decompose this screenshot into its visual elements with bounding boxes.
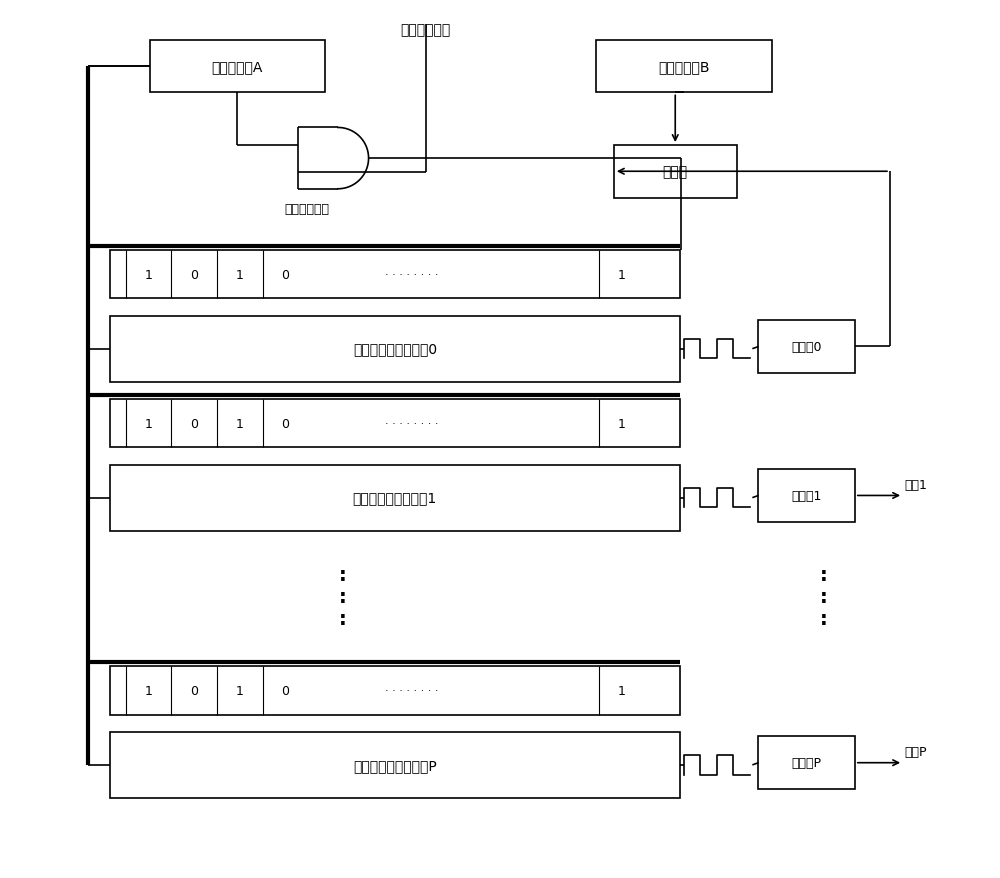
Text: 1: 1 <box>618 269 626 281</box>
Bar <box>758 320 855 373</box>
Text: · · · · · · · ·: · · · · · · · · <box>385 270 439 280</box>
Text: 比较器: 比较器 <box>663 165 688 179</box>
Text: 系统使能信号: 系统使能信号 <box>400 24 451 37</box>
Text: 1: 1 <box>618 684 626 697</box>
Bar <box>596 40 772 93</box>
Text: 1: 1 <box>618 417 626 430</box>
Text: 1: 1 <box>145 417 153 430</box>
Text: 0: 0 <box>190 684 198 697</box>
Text: 0: 0 <box>281 269 289 281</box>
Bar <box>110 465 680 531</box>
Bar <box>110 316 680 382</box>
Text: 1: 1 <box>236 269 244 281</box>
Text: 1: 1 <box>145 269 153 281</box>
Bar <box>110 251 680 299</box>
Text: 计数器0: 计数器0 <box>791 341 822 354</box>
Text: 频率可调环形振荡器0: 频率可调环形振荡器0 <box>353 342 437 356</box>
Bar <box>758 737 855 789</box>
Text: 0: 0 <box>190 269 198 281</box>
Text: 挑战寄存器B: 挑战寄存器B <box>658 60 710 74</box>
Text: · · · · · · · ·: · · · · · · · · <box>385 686 439 695</box>
Text: 计数器P: 计数器P <box>792 756 822 769</box>
Bar <box>110 399 680 448</box>
Text: 系统使能与门: 系统使能与门 <box>285 203 330 216</box>
Text: 挑战寄存器A: 挑战寄存器A <box>211 60 263 74</box>
Bar <box>758 470 855 522</box>
Text: 0: 0 <box>281 684 289 697</box>
Text: :
:
:: : : : <box>820 565 828 628</box>
Text: :
:
:: : : : <box>338 565 346 628</box>
Text: 响应P: 响应P <box>905 745 927 759</box>
Bar <box>110 732 680 798</box>
Text: 1: 1 <box>145 684 153 697</box>
Text: · · · · · · · ·: · · · · · · · · <box>385 419 439 428</box>
Bar <box>110 666 680 715</box>
Text: 频率可调环形振荡器P: 频率可调环形振荡器P <box>353 758 437 772</box>
Text: 1: 1 <box>236 684 244 697</box>
Text: 0: 0 <box>281 417 289 430</box>
Text: 响应1: 响应1 <box>905 479 928 492</box>
Text: 1: 1 <box>236 417 244 430</box>
Text: 计数器1: 计数器1 <box>791 489 822 502</box>
Text: 频率可调环形振荡器1: 频率可调环形振荡器1 <box>353 491 437 505</box>
Bar <box>614 146 737 198</box>
Text: 0: 0 <box>190 417 198 430</box>
Bar <box>150 40 325 93</box>
